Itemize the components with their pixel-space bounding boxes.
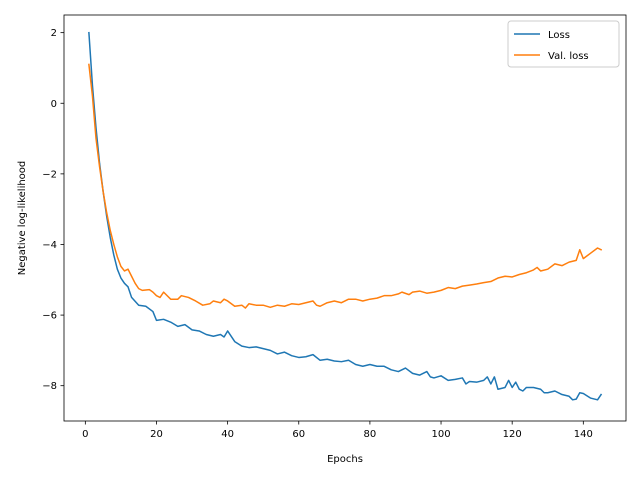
series-line-val-loss [88,63,603,309]
x-tick-label: 120 [503,429,522,440]
y-axis-label: Negative log-likelihood [17,161,28,276]
y-axis-ticks: −8 −6 −4 −2 0 2 [42,28,64,392]
x-tick-label: 100 [431,429,450,440]
x-tick-label: 0 [82,429,88,440]
plot-frame [63,14,627,422]
y-tick-label: −6 [42,311,57,322]
legend: Loss Val. loss [507,20,620,68]
y-tick-label: −4 [42,240,57,251]
legend-label-loss: Loss [548,30,570,41]
x-tick-label: 140 [574,429,593,440]
x-tick-label: 60 [292,429,305,440]
x-tick-label: 40 [221,429,234,440]
x-tick-label: 20 [150,429,163,440]
y-tick-label: 2 [51,28,57,39]
x-tick-label: 80 [364,429,377,440]
x-axis-ticks: 0 20 40 60 80 100 120 140 [82,421,593,440]
x-axis-label: Epochs [327,454,363,465]
legend-label-val-loss: Val. loss [548,51,589,62]
series-layer [88,31,603,401]
series-line-loss [88,31,603,401]
y-tick-label: 0 [51,99,57,110]
y-tick-label: −8 [42,381,57,392]
y-tick-label: −2 [42,169,57,180]
